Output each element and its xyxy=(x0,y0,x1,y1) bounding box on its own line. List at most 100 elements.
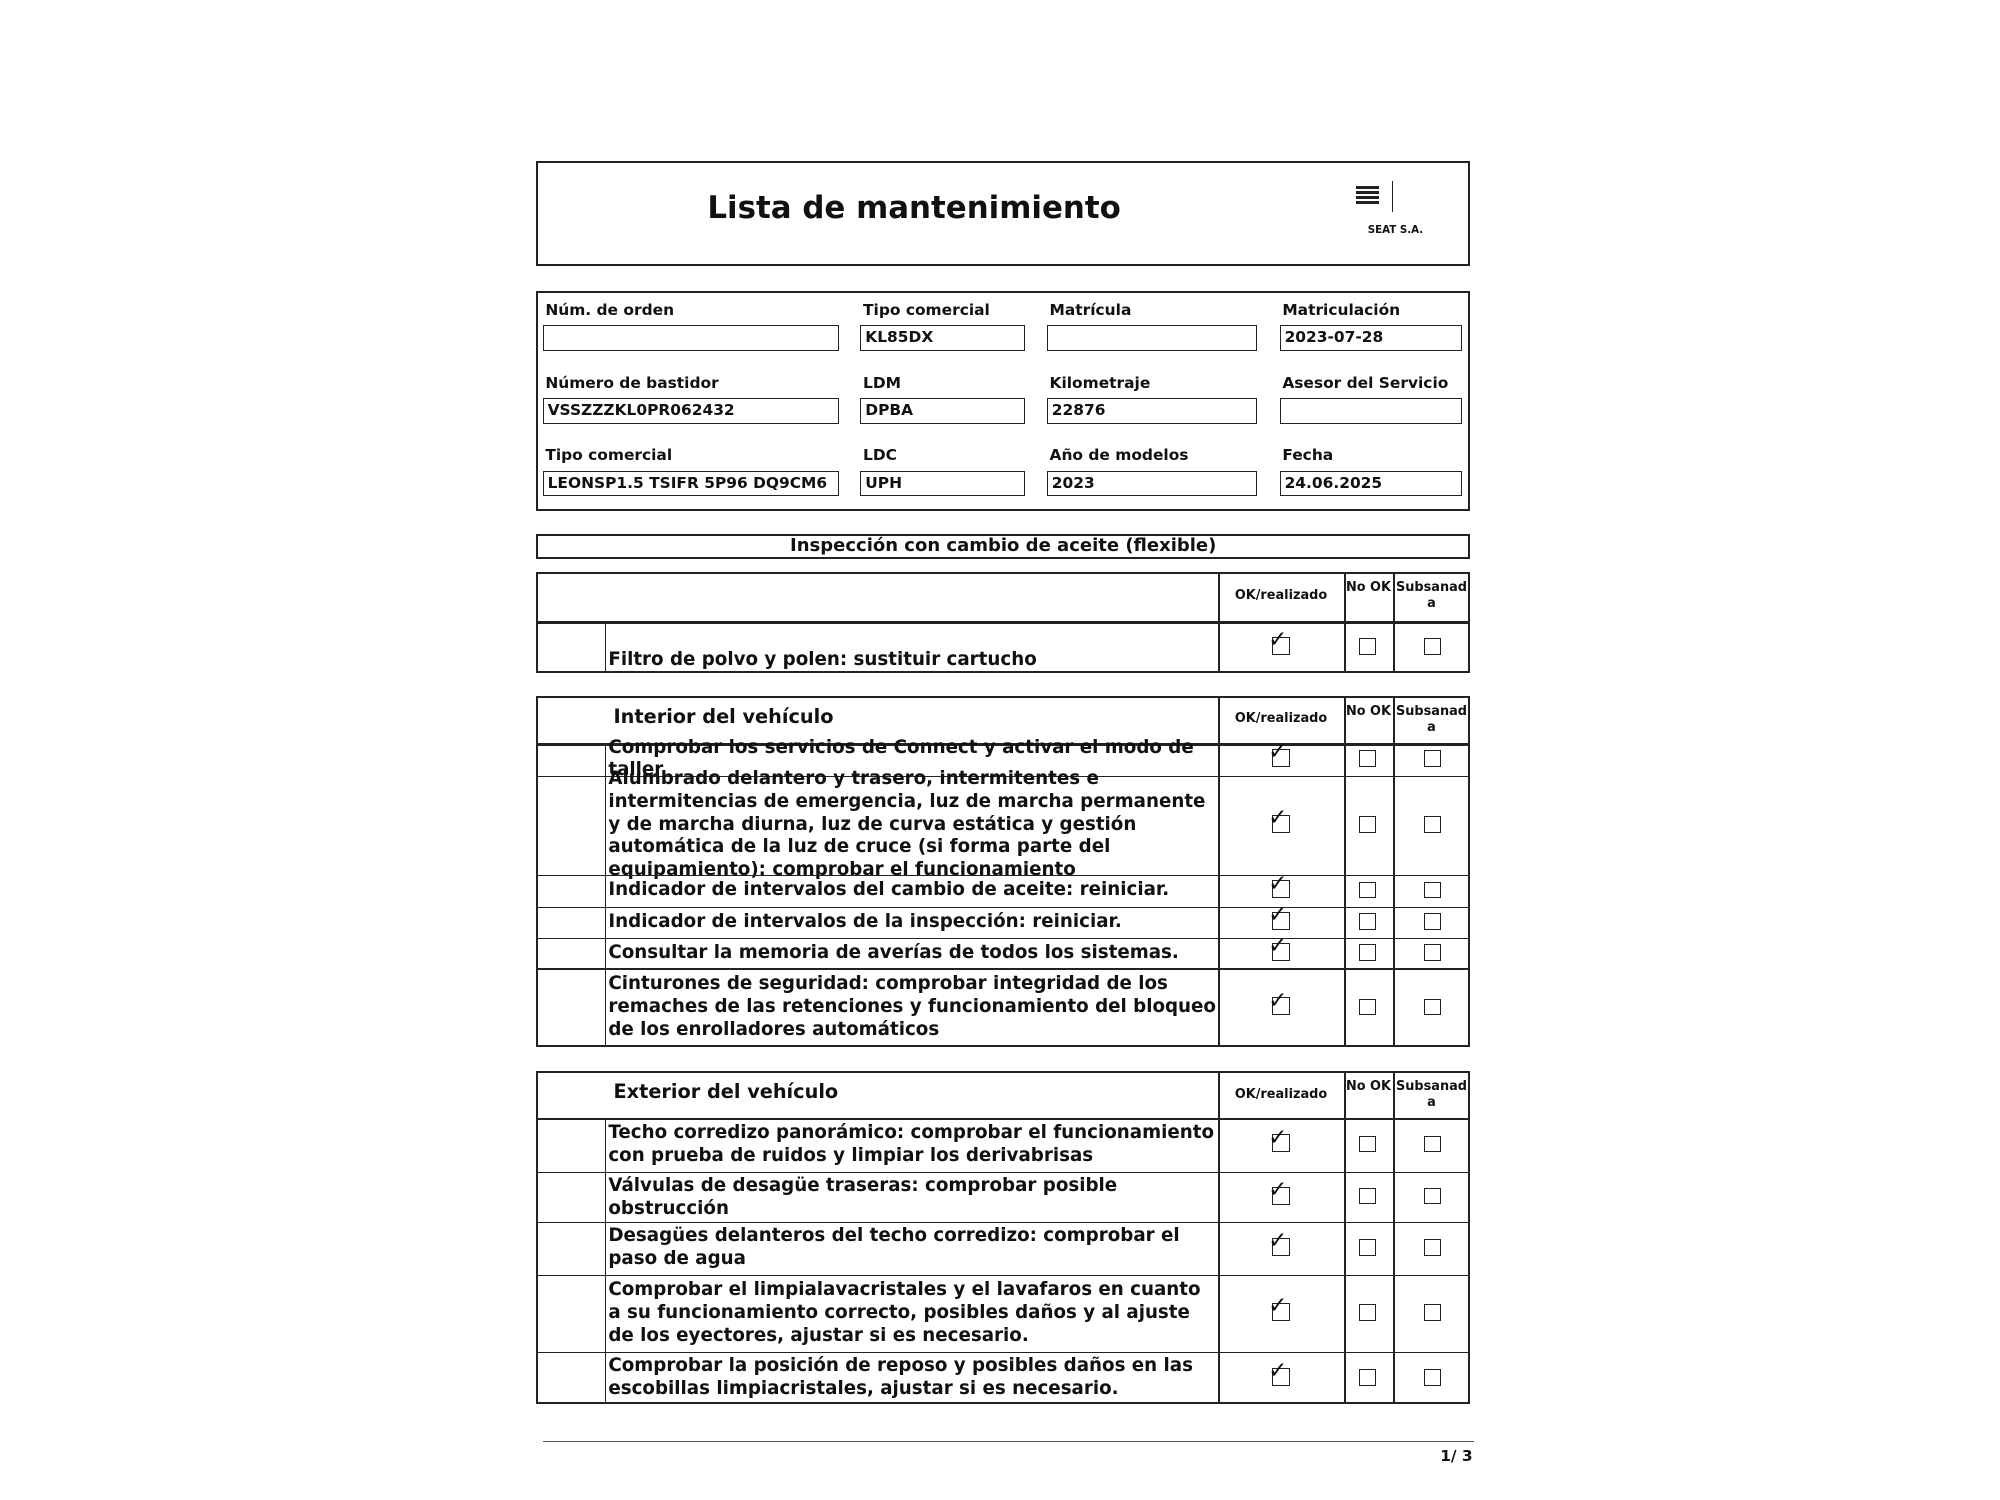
checkbox xyxy=(1359,637,1377,655)
row-rule xyxy=(536,968,1471,970)
column-header: Subsanada xyxy=(1396,703,1467,735)
column-rule xyxy=(1344,695,1346,1047)
field-input: KL85DX xyxy=(860,325,1026,352)
page-number: 1/ 3 xyxy=(1440,1446,1473,1465)
field-label: Fecha xyxy=(1282,446,1334,465)
check-mark: ✓ xyxy=(1268,1358,1288,1385)
column-header: Subsanada xyxy=(1396,580,1467,612)
column-rule xyxy=(604,621,607,673)
column-rule xyxy=(1344,572,1346,673)
row-rule xyxy=(536,937,1471,939)
field-label: Año de modelos xyxy=(1049,446,1189,465)
checkbox xyxy=(1423,998,1441,1016)
field-label: Matriculación xyxy=(1282,300,1401,319)
header-rule xyxy=(536,621,1471,624)
checkbox xyxy=(1423,1187,1441,1205)
checkbox xyxy=(1359,1304,1377,1321)
check-mark: ✓ xyxy=(1268,902,1288,929)
column-rule xyxy=(1392,695,1395,1047)
field-input: DPBA xyxy=(860,398,1026,424)
column-rule xyxy=(1218,1117,1220,1405)
checkbox xyxy=(1272,942,1291,961)
banner-box xyxy=(536,533,1471,560)
checkbox xyxy=(1359,998,1377,1016)
table-box xyxy=(536,695,1471,1047)
field-input xyxy=(1279,398,1463,424)
row-rule xyxy=(536,1221,1471,1224)
item-text: Indicador de intervalos del cambio de ac… xyxy=(608,879,1170,901)
item-text: Indicador de intervalos de la inspección… xyxy=(608,910,1122,932)
column-rule xyxy=(1392,1071,1395,1405)
field-label: LDC xyxy=(863,446,897,465)
checkbox xyxy=(1423,1369,1441,1386)
checkbox xyxy=(1272,749,1291,768)
check-mark: ✓ xyxy=(1268,1176,1288,1203)
field-input: VSSZZZKL0PR062432 xyxy=(542,398,839,424)
header-box xyxy=(536,160,1471,267)
checkbox xyxy=(1272,880,1291,899)
row-rule xyxy=(536,1274,1471,1276)
checkbox xyxy=(1272,814,1291,833)
column-rule xyxy=(1392,572,1395,673)
check-mark: ✓ xyxy=(1268,1124,1288,1151)
checkbox xyxy=(1423,750,1441,768)
table-box xyxy=(536,1071,1471,1405)
checkbox xyxy=(1272,1302,1291,1321)
item-text: Techo corredizo panorámico: comprobar el… xyxy=(608,1121,1214,1166)
header-rule xyxy=(536,743,1471,746)
item-text: Filtro de polvo y polen: sustituir cartu… xyxy=(608,648,1037,670)
fields-box xyxy=(536,290,1471,511)
row-rule xyxy=(536,1351,1471,1354)
column-header: OK/realizado xyxy=(1234,711,1328,727)
field-input: 24.06.2025 xyxy=(1279,470,1463,497)
checkbox xyxy=(1272,997,1291,1016)
row-rule xyxy=(536,906,1471,909)
row-rule xyxy=(536,874,1471,876)
footer-rule xyxy=(542,1440,1474,1442)
item-text: Alumbrado delantero y trasero, intermite… xyxy=(608,768,1206,881)
check-mark: ✓ xyxy=(1268,805,1288,832)
checkbox xyxy=(1272,911,1291,930)
checkbox xyxy=(1423,944,1441,961)
check-mark: ✓ xyxy=(1268,1228,1288,1255)
checkbox xyxy=(1423,1239,1441,1256)
checkbox xyxy=(1359,816,1377,833)
checkbox xyxy=(1359,881,1377,899)
item-text: Comprobar la posición de reposo y posibl… xyxy=(608,1355,1193,1400)
field-label: Número de bastidor xyxy=(545,373,719,392)
field-label: Tipo comercial xyxy=(545,446,673,465)
title: Lista de mantenimiento xyxy=(707,190,1121,227)
field-input: UPH xyxy=(860,470,1026,497)
checkbox xyxy=(1359,1135,1377,1153)
checkbox xyxy=(1423,816,1441,833)
logo-sep xyxy=(1391,181,1393,213)
field-label: Kilometraje xyxy=(1049,373,1151,392)
brand: SEAT S.A. xyxy=(1367,223,1424,236)
logo-cupra xyxy=(1405,185,1431,208)
field-input: 22876 xyxy=(1046,398,1257,424)
checkbox xyxy=(1359,1239,1377,1256)
checkbox xyxy=(1272,1237,1291,1256)
checkbox xyxy=(1272,1186,1291,1205)
column-header: OK/realizado xyxy=(1234,587,1328,603)
checkbox xyxy=(1423,1135,1441,1153)
section-title: Interior del vehículo xyxy=(613,704,834,728)
checkbox xyxy=(1359,750,1377,768)
row-rule xyxy=(536,775,1471,777)
checkbox xyxy=(1359,944,1377,961)
checkbox xyxy=(1359,1369,1377,1386)
field-label: LDM xyxy=(863,373,901,392)
column-rule xyxy=(1218,743,1220,1047)
item-text: Cinturones de seguridad: comprobar integ… xyxy=(608,973,1216,1041)
checkbox xyxy=(1423,913,1441,930)
checkbox xyxy=(1272,636,1291,655)
check-mark: ✓ xyxy=(1268,933,1288,960)
column-rule xyxy=(1218,621,1220,673)
field-label: Matrícula xyxy=(1049,300,1132,319)
check-mark: ✓ xyxy=(1268,626,1288,653)
row-rule xyxy=(536,1171,1471,1173)
header-rule xyxy=(536,1117,1471,1121)
item-text: Consultar la memoria de averías de todos… xyxy=(608,941,1179,963)
column-rule xyxy=(1344,1071,1346,1405)
